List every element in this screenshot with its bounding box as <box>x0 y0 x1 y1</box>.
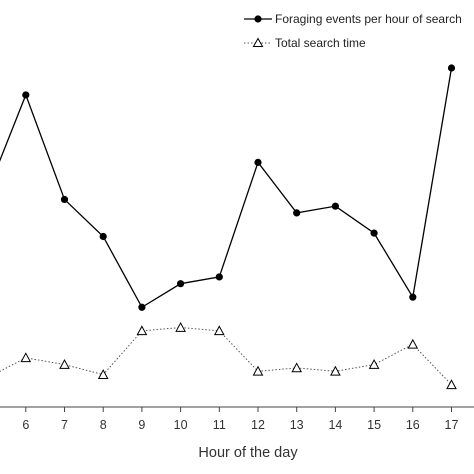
point-search-time <box>20 352 32 363</box>
point-foraging <box>447 64 456 72</box>
point-foraging <box>138 303 146 311</box>
point-search-time <box>330 365 341 376</box>
x-axis-title: Hour of the day <box>198 445 298 461</box>
legend-item-foraging: Foraging events per hour of search <box>244 12 462 26</box>
legend-marker-filled-circle <box>254 15 262 23</box>
x-tick-label: 6 <box>22 418 29 432</box>
legend-marker-open-triangle <box>252 37 264 47</box>
point-foraging <box>370 229 378 237</box>
point-search-time <box>59 359 70 369</box>
x-tick-label: 8 <box>100 418 107 432</box>
series-markers <box>20 64 457 390</box>
point-search-time <box>136 325 148 336</box>
point-foraging <box>254 158 262 166</box>
point-foraging <box>60 195 69 204</box>
series-lines <box>0 67 453 386</box>
series-line-search-time <box>0 326 452 386</box>
point-search-time <box>291 362 303 373</box>
point-foraging <box>177 280 185 288</box>
series-line-foraging <box>0 67 453 309</box>
point-search-time <box>368 359 380 369</box>
x-tick-label: 7 <box>61 418 68 432</box>
point-search-time <box>175 321 186 332</box>
point-foraging <box>293 209 301 217</box>
point-foraging <box>99 232 107 241</box>
x-tick-label: 13 <box>290 418 304 432</box>
point-search-time <box>252 365 264 376</box>
point-search-time <box>97 369 109 379</box>
legend-label-foraging: Foraging events per hour of search <box>275 12 462 26</box>
x-axis-ticks: 6 7 8 9 10 11 12 13 14 15 16 17 <box>22 407 458 432</box>
point-search-time <box>407 338 419 349</box>
legend-item-search-time: Total search time <box>244 36 366 50</box>
point-foraging <box>215 273 223 281</box>
x-tick-label: 15 <box>367 418 381 432</box>
point-foraging <box>409 293 417 301</box>
x-tick-label: 17 <box>445 418 459 432</box>
legend-label-search-time: Total search time <box>275 36 366 50</box>
x-tick-label: 14 <box>328 418 342 432</box>
x-tick-label: 10 <box>174 418 188 432</box>
x-tick-label: 11 <box>213 418 226 432</box>
point-foraging <box>331 202 339 210</box>
x-tick-label: 12 <box>251 418 265 432</box>
point-foraging <box>22 91 30 99</box>
legend: Foraging events per hour of search Total… <box>244 12 462 50</box>
x-tick-label: 9 <box>138 418 145 432</box>
point-search-time <box>446 379 457 390</box>
x-tick-label: 16 <box>406 418 420 432</box>
point-search-time <box>213 325 225 336</box>
